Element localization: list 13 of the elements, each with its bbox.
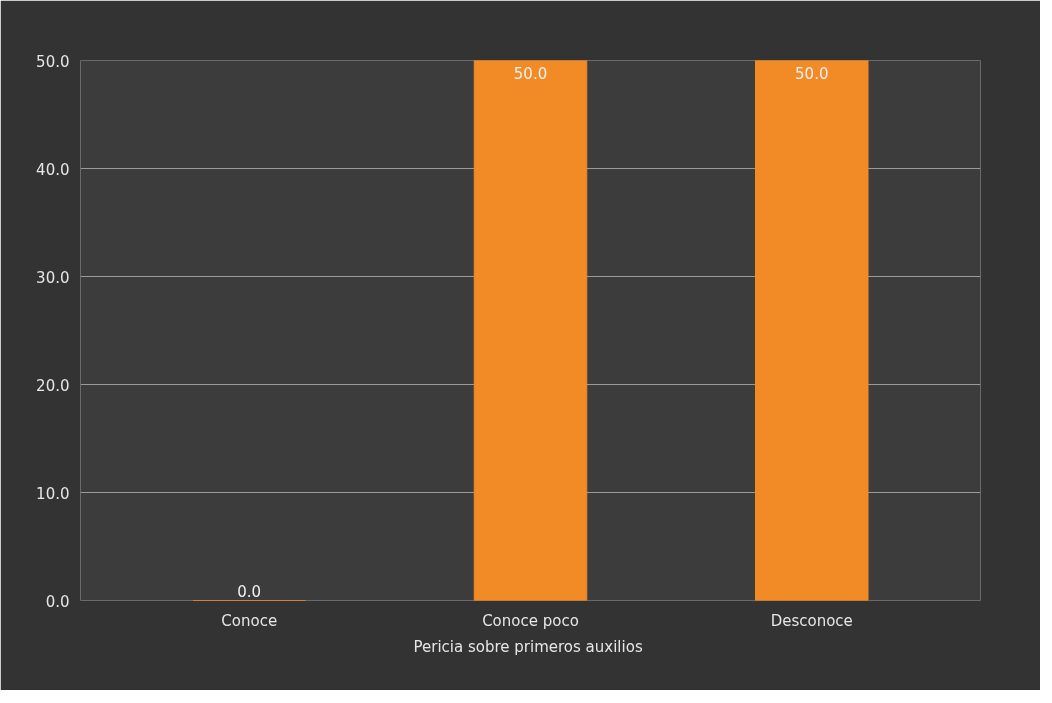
data-label: 50.0 bbox=[513, 64, 548, 83]
y-tick-label: 40.0 bbox=[36, 160, 70, 179]
x-axis-title: Pericia sobre primeros auxilios bbox=[413, 637, 643, 656]
x-tick-label: Desconoce bbox=[770, 611, 853, 630]
x-tick-label: Conoce poco bbox=[482, 611, 579, 630]
data-label: 0.0 bbox=[237, 582, 262, 601]
data-label: 50.0 bbox=[795, 64, 829, 83]
y-tick-label: 30.0 bbox=[36, 268, 70, 287]
y-tick-label: 10.0 bbox=[36, 484, 70, 503]
x-tick-label: Conoce bbox=[221, 611, 278, 630]
y-tick-label: 0.0 bbox=[45, 592, 70, 611]
y-tick-label: 20.0 bbox=[36, 376, 70, 395]
y-tick-label: 50.0 bbox=[36, 52, 70, 71]
